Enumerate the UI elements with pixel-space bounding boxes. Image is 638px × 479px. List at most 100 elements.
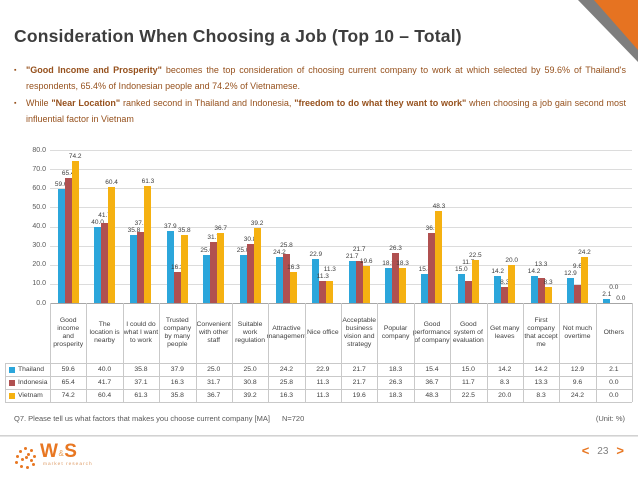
table-value-cell: 9.6: [572, 379, 583, 386]
table-vertical-border: [5, 363, 6, 402]
table-value-cell: 11.7: [461, 379, 475, 386]
bullet-marker-icon: ▪: [14, 67, 17, 74]
y-axis-tick-label: 50.0: [32, 203, 46, 211]
bar-value-label: 15.4: [418, 265, 432, 273]
table-value-cell: 22.9: [316, 366, 330, 373]
table-value-cell: 37.9: [170, 366, 184, 373]
category-header-cell: Popular company: [381, 324, 410, 340]
legend-item: Vietnam: [6, 389, 49, 402]
bar: [566, 278, 574, 303]
table-value-cell: 41.7: [97, 379, 112, 386]
bar-value-label: 40.0: [91, 218, 104, 226]
table-value-cell: 40.0: [97, 366, 112, 373]
bar: [573, 284, 581, 303]
page-number: 23: [597, 445, 609, 457]
table-vertical-border: [450, 303, 452, 402]
bar-value-label: 11.3: [323, 266, 336, 274]
legend-key-icon: [9, 366, 15, 373]
bar-value-label: 2.1: [602, 290, 612, 298]
table-value-cell: 11.3: [316, 392, 330, 399]
bullet-marker-icon: ▪: [14, 100, 17, 107]
legend-label: Vietnam: [18, 392, 43, 399]
table-value-cell: 31.7: [207, 379, 221, 386]
table-horizontal-border: [5, 363, 632, 364]
bar-value-label: 74.2: [68, 153, 82, 161]
table-horizontal-border: [5, 389, 632, 390]
table-value-cell: 0.0: [609, 392, 619, 399]
table-value-cell: 25.8: [279, 379, 294, 386]
table-value-cell: 22.5: [461, 392, 475, 399]
prev-page-icon[interactable]: <: [581, 443, 590, 458]
category-header-cell: Convenient with other staff: [196, 320, 231, 344]
bar: [603, 298, 611, 303]
table-vertical-border: [341, 303, 342, 402]
bar: [166, 230, 174, 303]
bar-value-label: 25.0: [200, 247, 214, 255]
bar: [348, 261, 356, 303]
table-value-cell: 39.2: [243, 392, 257, 399]
bar-value-label: 24.2: [273, 248, 286, 256]
table-value-cell: 16.3: [279, 392, 294, 399]
table-vertical-border: [122, 303, 124, 402]
table-vertical-border: [413, 303, 415, 402]
gridline: [50, 226, 632, 228]
table-value-cell: 8.3: [536, 392, 546, 399]
bar-value-label: 59.6: [54, 181, 68, 188]
bar: [319, 281, 327, 303]
bar-value-label: 0.0: [616, 295, 626, 302]
bar: [428, 232, 436, 303]
bar: [130, 234, 138, 303]
table-vertical-border: [195, 303, 197, 402]
table-value-cell: 0.0: [609, 379, 619, 386]
bar: [282, 253, 290, 303]
table-value-cell: 8.3: [499, 379, 510, 386]
bar: [217, 232, 225, 303]
category-header-cell: Not much overtime: [562, 324, 592, 340]
table-vertical-border: [486, 303, 488, 402]
gridline: [50, 188, 632, 190]
bar-value-label: 37.9: [163, 222, 177, 230]
y-axis-tick-label: 60.0: [32, 184, 46, 192]
bar-value-label: 21.7: [352, 246, 366, 254]
bar-value-label: 16.3: [170, 263, 184, 271]
bar: [173, 271, 181, 303]
bar: [580, 256, 588, 303]
table-vertical-border: [159, 303, 161, 402]
bullet-item: ▪ "Good Income and Prosperity" becomes th…: [14, 63, 626, 94]
next-page-icon[interactable]: >: [616, 443, 624, 458]
bar-value-label: 0.0: [609, 283, 619, 291]
bar: [421, 273, 429, 303]
bar: [64, 177, 72, 303]
table-value-cell: 18.3: [388, 366, 403, 373]
legend-item: Indonesia: [6, 376, 49, 389]
legend-key-icon: [9, 392, 15, 399]
table-value-cell: 35.8: [170, 392, 184, 399]
bullet-list: ▪ "Good Income and Prosperity" becomes th…: [14, 63, 626, 129]
category-header-cell: Good system of evaluation: [452, 320, 484, 344]
bar: [385, 268, 393, 303]
bar-value-label: 22.9: [309, 251, 323, 259]
y-axis-tick-label: 20.0: [32, 261, 46, 269]
bar: [544, 287, 552, 303]
bullet-text: While "Near Location" ranked second in T…: [26, 98, 627, 124]
bar-value-label: 26.3: [389, 244, 402, 252]
bar: [94, 226, 102, 303]
table-value-cell: 74.2: [61, 392, 75, 399]
table-value-cell: 20.0: [498, 392, 512, 399]
table-horizontal-border: [5, 376, 632, 377]
bar-value-label: 65.4: [61, 169, 75, 177]
table-vertical-border: [559, 303, 561, 402]
table-vertical-border: [231, 303, 233, 402]
bar: [312, 259, 320, 303]
category-header-cell: The location is nearby: [89, 320, 120, 344]
bar-value-label: 12.9: [564, 270, 577, 278]
table-value-cell: 35.8: [134, 366, 148, 373]
category-header-cell: Attractive management: [266, 324, 307, 340]
table-value-cell: 30.8: [243, 379, 257, 386]
gridline: [50, 283, 632, 285]
bar: [471, 259, 479, 303]
bar: [362, 265, 370, 303]
table-vertical-border: [50, 303, 51, 402]
table-value-cell: 24.2: [570, 392, 585, 399]
